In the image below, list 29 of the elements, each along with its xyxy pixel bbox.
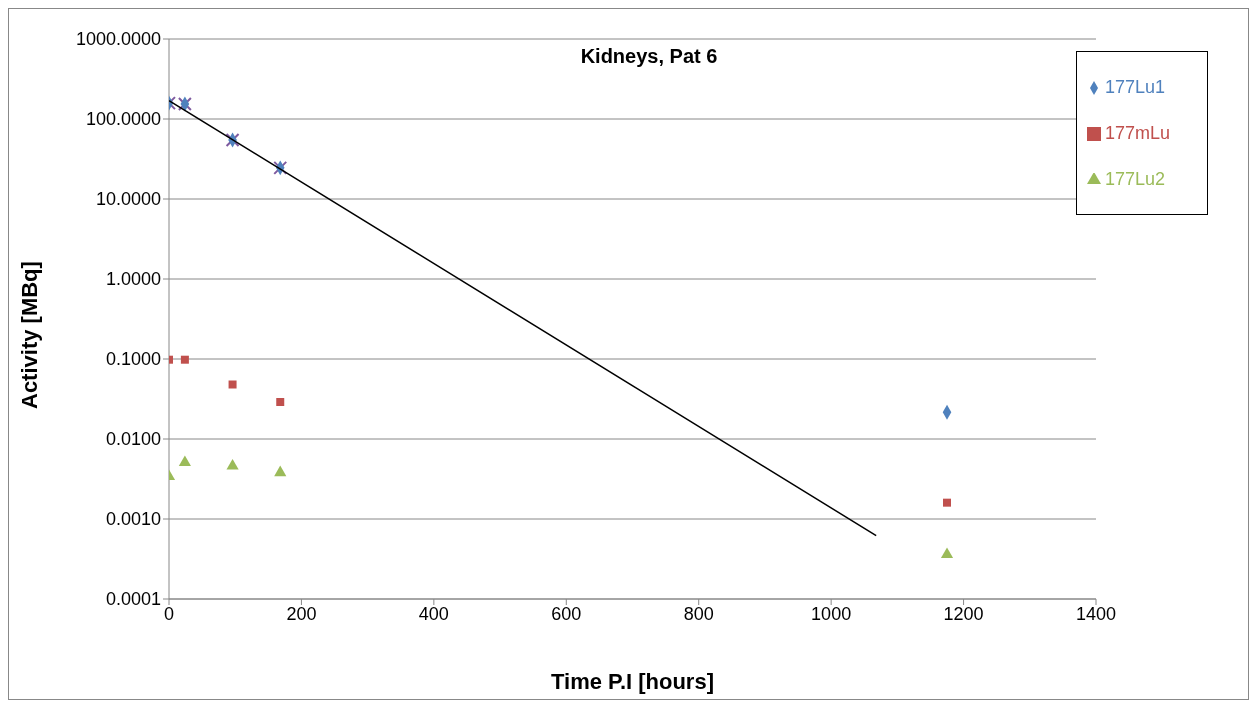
point — [228, 380, 237, 389]
y-tick-label: 0.0100 — [105, 429, 161, 450]
x-tick-label: 1000 — [811, 603, 852, 624]
point — [276, 398, 285, 407]
point — [274, 465, 287, 477]
legend-label: 177mLu — [1105, 123, 1171, 143]
x-tick-label: 0 — [163, 603, 175, 624]
x-axis-title: Time P.I [hours] — [550, 669, 715, 694]
y-tick-label: 0.0010 — [105, 509, 161, 530]
y-tick-label: 1.0000 — [105, 269, 161, 290]
point — [943, 498, 952, 507]
y-tick-label: 0.1000 — [105, 349, 161, 370]
point — [178, 455, 191, 466]
y-tick-label: 100.0000 — [85, 109, 161, 130]
y-tick-label: 10.0000 — [95, 189, 161, 210]
legend-label: 177Lu2 — [1105, 169, 1166, 189]
chart-title: Kidneys, Pat 6 — [579, 45, 719, 68]
legend-label: 177Lu1 — [1105, 77, 1166, 97]
x-tick-label: 400 — [418, 603, 449, 624]
x-tick-label: 600 — [551, 603, 582, 624]
x-tick-label: 800 — [683, 603, 714, 624]
x-tick-label: 1200 — [943, 603, 984, 624]
x-tick-label: 200 — [286, 603, 317, 624]
y-tick-label: 0.0001 — [105, 589, 161, 610]
y-axis-title: Activity [MBq] — [16, 261, 42, 409]
point — [180, 355, 189, 364]
y-tick-label: 1000.0000 — [75, 29, 161, 50]
point — [940, 547, 954, 559]
x-tick-label: 1400 — [1075, 603, 1117, 624]
